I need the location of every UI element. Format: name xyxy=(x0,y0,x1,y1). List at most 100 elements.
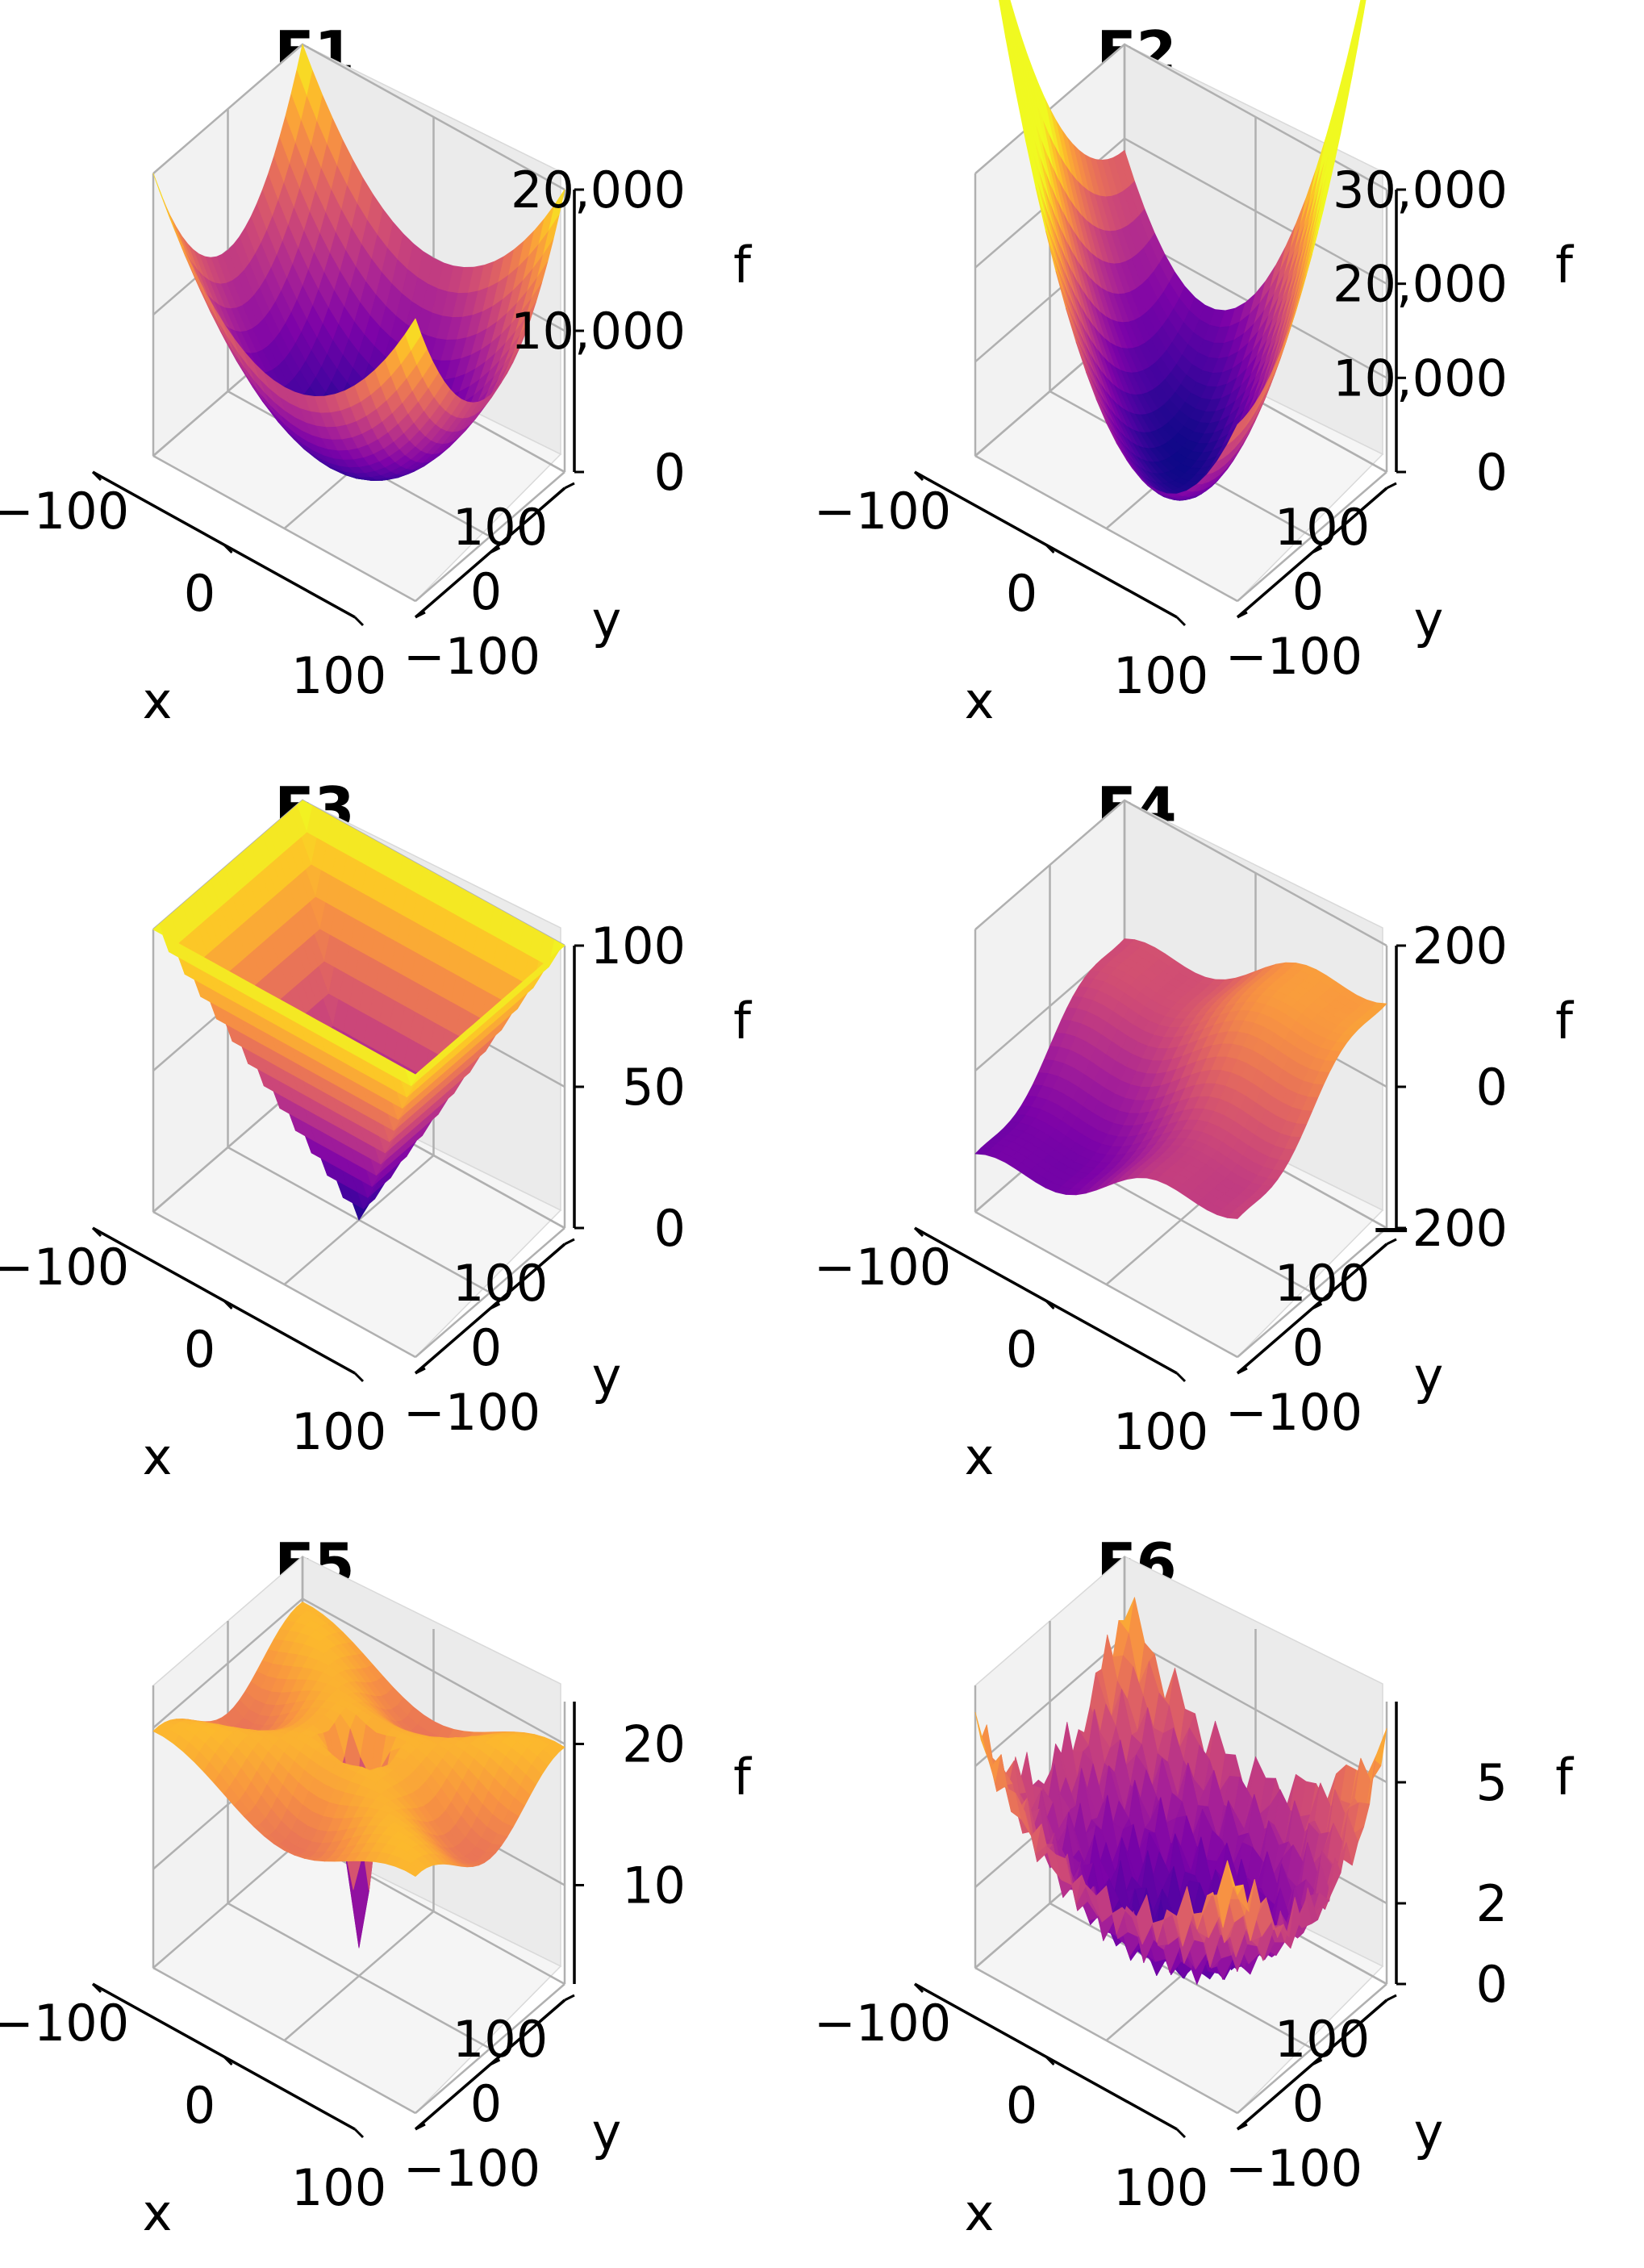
y-tick-mark xyxy=(415,2123,426,2131)
y-tick-label: 100 xyxy=(453,1254,548,1313)
y-tick-label: −100 xyxy=(403,1383,540,1442)
x-tick-label: 100 xyxy=(291,1402,386,1461)
surface xyxy=(974,1597,1387,1985)
z-axis-label: f xyxy=(1555,236,1575,294)
z-axis-label: f xyxy=(1555,1748,1575,1806)
grid-line xyxy=(1237,1227,1387,1358)
axis-labels: x y f xyxy=(143,1748,753,2242)
x-tick-label: 100 xyxy=(291,646,386,705)
x-tick-label: 0 xyxy=(1006,2076,1037,2135)
y-tick-mark xyxy=(1237,2123,1248,2131)
y-tick-label: 100 xyxy=(1275,1254,1370,1313)
axis-labels: x y f xyxy=(143,236,753,730)
grid-line xyxy=(415,471,565,602)
x-tick-mark xyxy=(913,470,924,482)
axis-labels: x y f xyxy=(143,992,753,1486)
surface xyxy=(152,800,565,1221)
y-tick-label: 0 xyxy=(470,562,502,621)
x-tick-label: −100 xyxy=(814,1994,951,2053)
surface-patch xyxy=(405,1068,422,1087)
z-tick-label: 20,000 xyxy=(511,161,686,219)
x-tick-mark xyxy=(91,1226,102,1238)
x-tick-mark xyxy=(1175,2128,1187,2139)
x-tick-label: −100 xyxy=(814,1238,951,1297)
y-tick-mark xyxy=(415,611,426,619)
y-tick-label: 0 xyxy=(1292,2074,1324,2133)
y-tick-mark xyxy=(564,482,575,490)
z-tick-label: 100 xyxy=(590,917,686,975)
y-tick-label: 100 xyxy=(453,498,548,557)
grid-line xyxy=(227,1902,491,2050)
z-axis-label: f xyxy=(1555,992,1575,1050)
z-tick-label: 0 xyxy=(1476,1955,1508,2014)
surface-patch xyxy=(1227,1211,1244,1219)
x-tick-label: −100 xyxy=(0,1994,129,2053)
y-tick-mark xyxy=(1386,482,1397,490)
z-tick-label: 10 xyxy=(622,1857,686,1915)
axis-labels: x y f xyxy=(965,236,1575,730)
x-tick-label: 0 xyxy=(184,564,215,623)
x-tick-mark xyxy=(913,1226,924,1238)
y-tick-label: 100 xyxy=(453,2010,548,2069)
z-tick-label: −200 xyxy=(1371,1199,1508,1258)
z-tick-label: 20 xyxy=(622,1715,686,1774)
grid-line xyxy=(415,1227,565,1358)
x-tick-label: 0 xyxy=(1006,564,1037,623)
y-tick-mark xyxy=(1386,1994,1397,2002)
surface-patch xyxy=(999,0,1002,5)
x-axis-label: x xyxy=(143,671,173,730)
grid-line xyxy=(152,1597,565,1745)
y-tick-mark xyxy=(489,546,501,554)
z-tick-label: 10,000 xyxy=(511,302,686,361)
grid-line xyxy=(415,1983,565,2114)
y-axis-label: y xyxy=(592,2103,622,2161)
y-tick-label: 0 xyxy=(470,2074,502,2133)
x-tick-mark xyxy=(223,2055,233,2066)
surface-patch xyxy=(1227,418,1244,445)
z-tick-label: 2 xyxy=(1476,1874,1508,1933)
z-tick-label: 0 xyxy=(654,1199,686,1258)
x-tick-mark xyxy=(353,616,365,627)
surface xyxy=(152,1602,565,1948)
surface-patch xyxy=(405,318,422,351)
y-tick-label: −100 xyxy=(403,627,540,686)
y-tick-mark xyxy=(1311,2058,1323,2066)
x-tick-mark xyxy=(91,470,102,482)
z-axis-label: f xyxy=(733,236,753,294)
axis-labels: x y f xyxy=(965,1748,1575,2242)
z-tick-label: 0 xyxy=(654,443,686,502)
z-axis-label: f xyxy=(733,992,753,1050)
axis-labels: x y f xyxy=(965,992,1575,1486)
surface-patch xyxy=(405,1863,422,1877)
z-tick-label: 200 xyxy=(1412,917,1508,975)
y-tick-label: 0 xyxy=(470,1318,502,1377)
z-axis-label: f xyxy=(733,1748,753,1806)
x-tick-mark xyxy=(223,543,233,554)
x-tick-label: −100 xyxy=(814,482,951,541)
surface xyxy=(152,44,565,481)
y-tick-mark xyxy=(1237,1367,1248,1375)
y-tick-mark xyxy=(564,1994,575,2002)
y-tick-label: −100 xyxy=(403,2139,540,2198)
y-tick-label: 100 xyxy=(1275,2010,1370,2069)
x-axis-label: x xyxy=(143,1427,173,1486)
x-tick-mark xyxy=(91,1982,102,1994)
y-tick-label: −100 xyxy=(1225,1383,1362,1442)
x-tick-mark xyxy=(1045,543,1055,554)
x-tick-label: 0 xyxy=(1006,1320,1037,1379)
y-tick-mark xyxy=(489,1302,501,1310)
surface-patch xyxy=(1227,1860,1244,1895)
y-tick-mark xyxy=(415,1367,426,1375)
x-tick-label: 0 xyxy=(184,2076,215,2135)
z-tick-label: 10,000 xyxy=(1333,349,1508,407)
x-tick-mark xyxy=(353,1372,365,1383)
x-tick-mark xyxy=(223,1299,233,1310)
y-tick-mark xyxy=(564,1238,575,1246)
